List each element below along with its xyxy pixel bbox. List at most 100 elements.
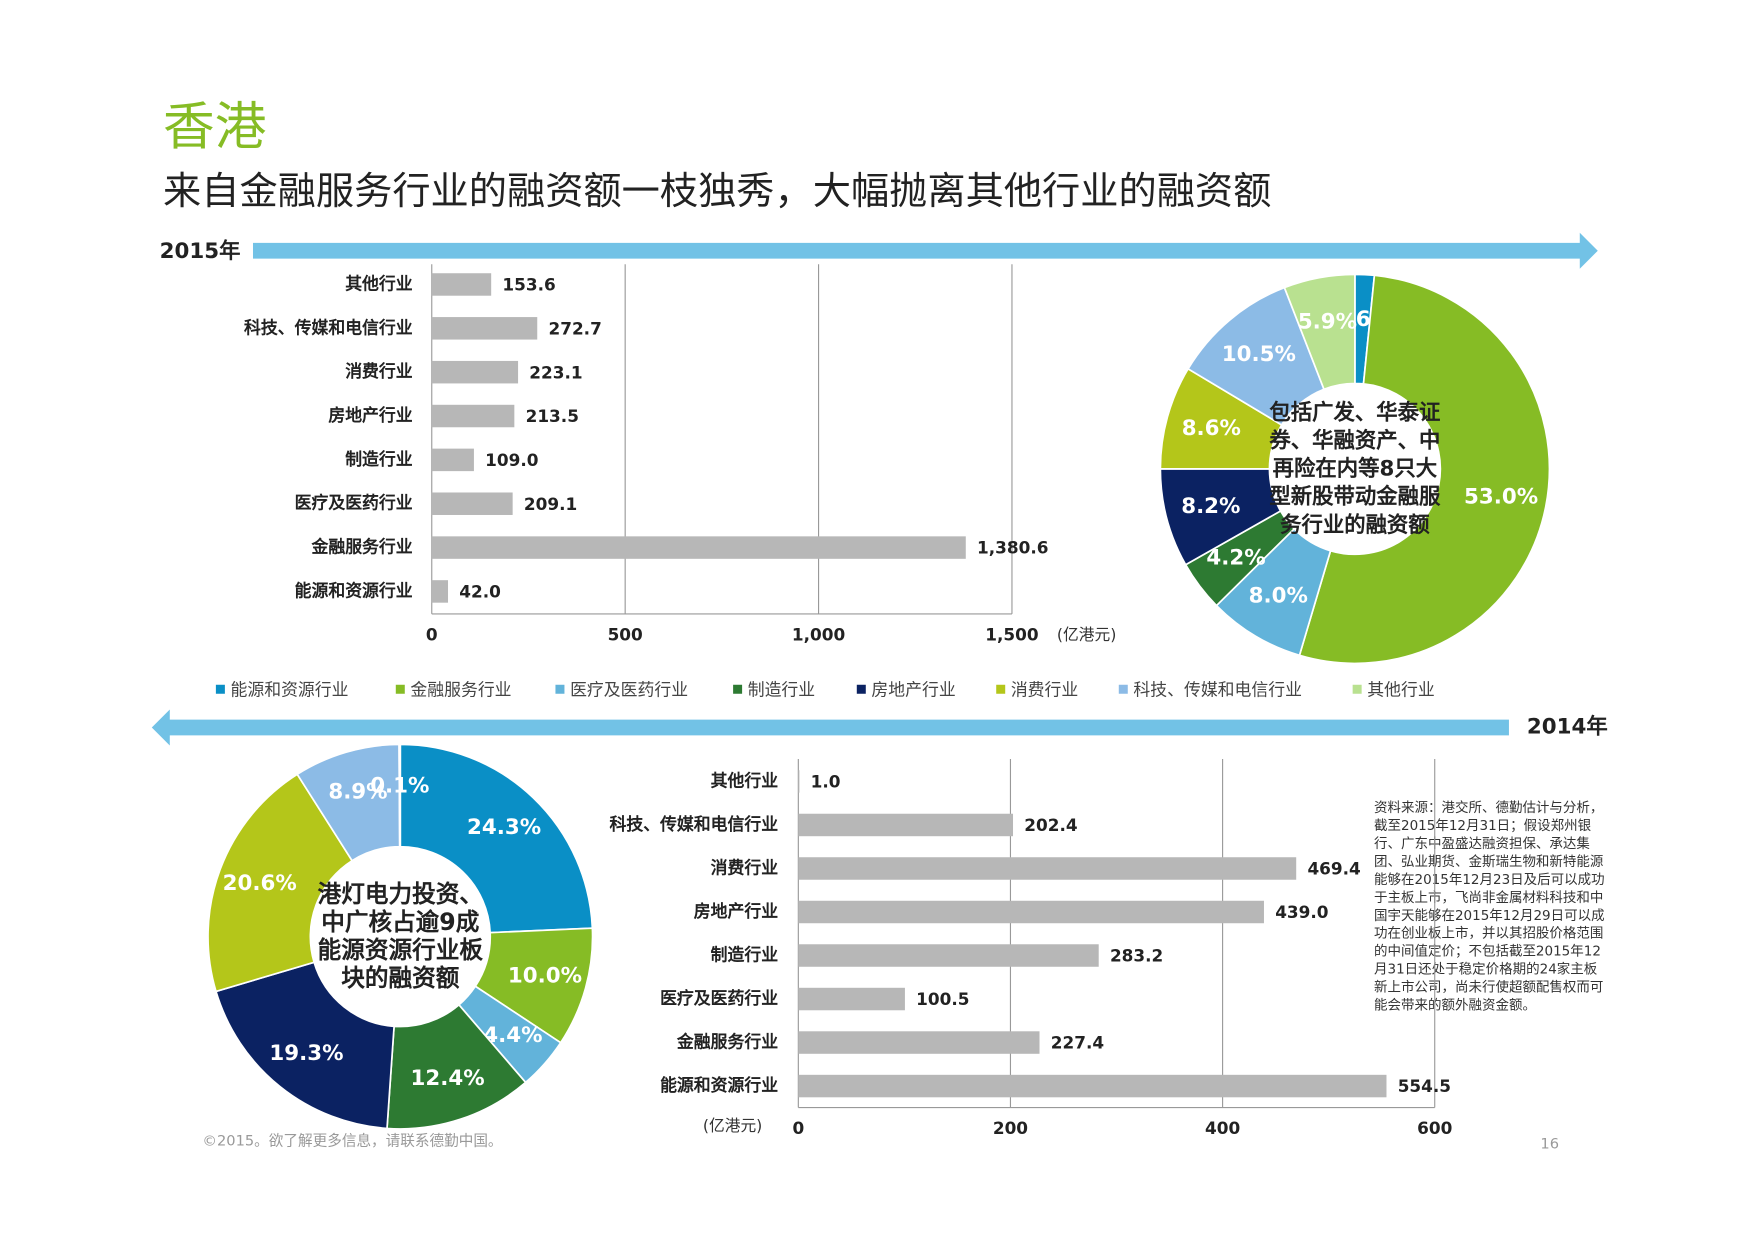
value-label: 227.4 [1051,1033,1104,1053]
value-label: 202.4 [1024,815,1077,835]
source-note-box: 资料来源：港交所、德勤估计与分析，截至2015年12月31日；假设郑州银行、广东… [1374,799,1605,1014]
legend-swatch [996,684,1006,694]
category-label: 金融服务行业 [310,537,412,557]
value-label: 109.0 [485,450,538,470]
center-note: 港灯电力投资、中广核占逾9成能源资源行业板块的融资额 [317,880,483,992]
page-number: 16 [1540,1136,1559,1153]
category-label: 科技、传媒和电信行业 [244,317,413,337]
value-label: 213.5 [526,406,579,426]
legend-swatch [856,684,866,694]
slice-label: 4.2% [1206,546,1265,571]
value-label: 100.5 [916,989,969,1009]
category-label: 房地产行业 [328,405,412,425]
timeline-arrow [252,232,1598,269]
bar [798,857,1297,880]
category-label: 制造行业 [711,945,779,965]
legend-label: 金融服务行业 [410,679,511,699]
category-label: 能源和资源行业 [295,580,413,600]
value-label: 153.6 [502,275,555,295]
bar [431,404,515,428]
slice-label: 0.1% [370,774,429,799]
bar [431,317,538,340]
legend-label: 其他行业 [1367,679,1434,699]
center-note: 包括广发、华泰证券、华融资产、中再险在内等8只大型新股带动金融服务行业的融资额 [1269,399,1441,537]
value-label: 209.1 [524,494,577,514]
pie-slice [398,743,402,848]
value-label: 469.4 [1307,859,1360,879]
value-label: 283.2 [1110,946,1163,966]
legend-swatch [733,684,743,694]
value-label: 223.1 [529,362,582,382]
category-label: 能源和资源行业 [660,1075,778,1095]
slice-label: 20.6% [223,871,297,896]
bar [431,360,519,384]
slice-label: 8.6% [1182,416,1241,441]
x-tick-label: 1,000 [792,624,845,644]
x-tick-label: 0 [426,624,438,644]
legend-swatch [555,684,565,694]
bar [431,492,513,515]
slice-label: 53.0% [1464,485,1538,510]
bar [798,987,905,1011]
slice-label: 10.5% [1222,342,1296,367]
legend-swatch [1118,684,1128,694]
slice-label: 24.3% [467,815,541,840]
value-label: 554.5 [1398,1076,1451,1096]
footer: ©2015。欲了解更多信息，请联系德勤中国。 [202,1131,502,1149]
value-label: 439.0 [1275,902,1328,922]
source-note: 资料来源：港交所、德勤估计与分析，截至2015年12月31日；假设郑州银行、广东… [1374,799,1605,1014]
bar [798,813,1014,837]
legend-label: 房地产行业 [871,679,955,699]
unit-label: (亿港元) [1057,625,1116,644]
category-label: 医疗及医药行业 [295,493,413,513]
bar [798,1031,1040,1054]
slice-label: 19.3% [269,1041,343,1066]
bar [431,580,449,603]
category-label: 消费行业 [711,857,779,877]
pie-slice [1298,274,1551,665]
category-label: 金融服务行业 [676,1032,778,1052]
slide-content: 香港 来自金融服务行业的融资额一枝独秀，大幅抛离其他行业的融资额 2015年 2… [151,97,1608,1153]
slice-label: 5.9% [1298,309,1357,334]
category-label: 其他行业 [345,273,413,293]
category-label: 科技、传媒和电信行业 [609,814,778,834]
x-tick-label: 200 [993,1118,1028,1138]
bar [431,536,966,559]
subtitle: 来自金融服务行业的融资额一枝独秀，大幅抛离其他行业的融资额 [163,170,1271,214]
bar [798,1074,1387,1098]
slice-label: 10.0% [508,964,582,989]
unit-label: (亿港元) [703,1116,762,1135]
x-tick-label: 500 [608,624,643,644]
value-label: 272.7 [548,318,601,338]
category-label: 制造行业 [345,449,413,469]
pie-slice [399,743,594,934]
legend-label: 能源和资源行业 [231,679,349,699]
slice-label: 8.9% [328,780,387,805]
bar [431,273,492,296]
legend-label: 科技、传媒和电信行业 [1133,679,1302,699]
bar [798,900,1264,924]
title: 香港 [163,97,266,157]
category-label: 医疗及医药行业 [660,988,778,1008]
legend-label: 消费行业 [1011,679,1078,699]
value-label: 1.0 [811,772,841,792]
pie-slice [214,961,395,1130]
legend-label: 制造行业 [748,679,815,699]
legend-swatch [395,684,405,694]
period-label: 2014年 [1527,713,1608,739]
timeline-arrow [151,709,1509,746]
value-label: 42.0 [459,582,501,602]
category-label: 房地产行业 [694,901,778,921]
slice-label: 12.4% [411,1066,485,1091]
x-tick-label: 0 [792,1118,804,1138]
bar [798,944,1099,967]
legend-swatch [1352,684,1362,694]
pie-slice [207,773,354,993]
center-note-box: 包括广发、华泰证券、华融资产、中再险在内等8只大型新股带动金融服务行业的融资额 [1269,399,1441,537]
period-label: 2015年 [160,238,241,264]
slice-label: 8.0% [1249,584,1308,609]
x-tick-label: 600 [1417,1118,1452,1138]
pie-slice [1283,273,1356,391]
slice-label: 8.2% [1181,494,1240,519]
